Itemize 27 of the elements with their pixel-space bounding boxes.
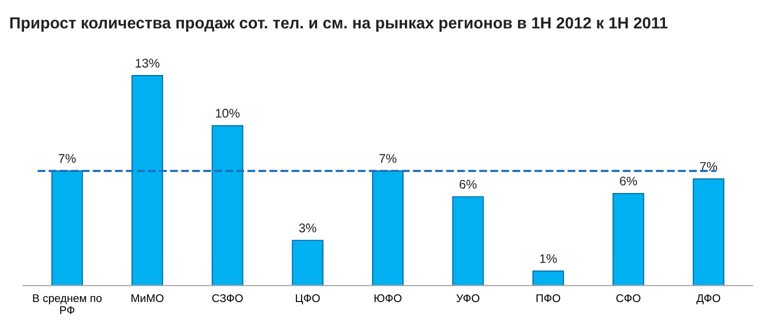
bar [692,178,724,286]
data-label: 10% [216,108,240,118]
bar [532,270,564,286]
x-tick-label: ЮФО [374,294,402,302]
chart-title: Прирост количества продаж сот. тел. и см. на рынках регионов в 1Н 2012 к 1Н 2011 [10,17,668,32]
x-tick-label: ДФО [696,294,720,304]
bar [212,125,244,286]
data-label: 3% [299,223,316,232]
data-label: 1% [540,254,557,263]
bar [612,192,644,286]
data-label: 7% [379,154,396,163]
bar [372,170,404,286]
bar [51,170,83,286]
x-tick-label: СЗФО [212,294,243,302]
bar [132,75,164,286]
data-label: 6% [460,180,477,189]
x-tick-label: ПФО [536,294,560,302]
bar [452,196,484,286]
bar [292,240,324,286]
data-label: 13% [136,58,160,68]
x-tick-label: В среднем по РФ [33,294,102,314]
x-tick-label: ЦФО [296,294,320,304]
x-tick-label: СФО [616,294,640,302]
x-tick-label: УФО [456,294,480,302]
data-label: 6% [620,176,637,186]
x-tick-label: МиМО [132,294,164,302]
data-label: 7% [58,154,76,163]
